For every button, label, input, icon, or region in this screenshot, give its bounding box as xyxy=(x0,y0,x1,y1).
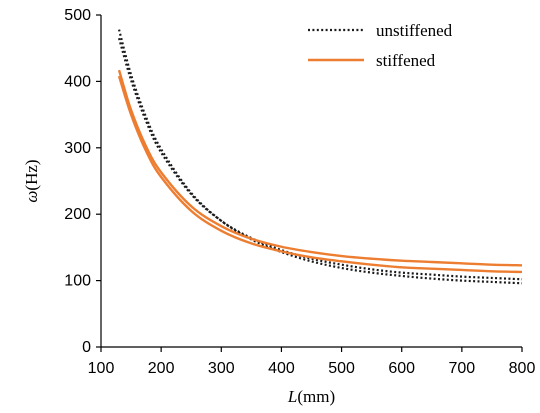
series-line-unstiffened-1 xyxy=(117,37,523,281)
series-layer xyxy=(117,29,523,285)
x-tick-label: 500 xyxy=(328,360,355,377)
x-axis-symbol: L xyxy=(287,387,297,406)
y-tick-label: 100 xyxy=(64,273,91,290)
y-tick-label: 400 xyxy=(64,73,91,90)
series-line-unstiffened-0 xyxy=(117,29,523,285)
x-ticks: 100 200 300 400 500 600 700 800 xyxy=(88,347,536,377)
x-axis-unit: (mm) xyxy=(297,387,335,406)
y-ticks: 0 100 200 300 400 500 xyxy=(64,7,101,356)
series-line-stiffened-3 xyxy=(117,75,523,274)
legend-label-stiffened: stiffened xyxy=(376,51,436,70)
legend: unstiffened stiffened xyxy=(308,21,453,70)
plot-area: 100 200 300 400 500 600 700 800 0 100 200 300 400 50… xyxy=(64,7,535,377)
series-line-stiffened-2 xyxy=(117,69,523,267)
y-tick-label: 0 xyxy=(82,339,91,356)
x-tick-label: 100 xyxy=(88,360,115,377)
y-axis-unit: (Hz) xyxy=(22,159,41,190)
x-tick-label: 800 xyxy=(509,360,536,377)
y-axis-symbol: ω xyxy=(22,191,41,203)
x-tick-label: 400 xyxy=(268,360,295,377)
y-axis-label: ω(Hz) xyxy=(22,159,41,202)
y-tick-label: 200 xyxy=(64,206,91,223)
x-axis-label: L(mm) xyxy=(287,387,335,406)
x-tick-label: 700 xyxy=(449,360,476,377)
legend-label-unstiffened: unstiffened xyxy=(376,21,453,40)
x-tick-label: 300 xyxy=(208,360,235,377)
x-tick-label: 200 xyxy=(148,360,175,377)
x-tick-label: 600 xyxy=(388,360,415,377)
y-tick-label: 500 xyxy=(64,7,91,24)
y-tick-label: 300 xyxy=(64,140,91,157)
